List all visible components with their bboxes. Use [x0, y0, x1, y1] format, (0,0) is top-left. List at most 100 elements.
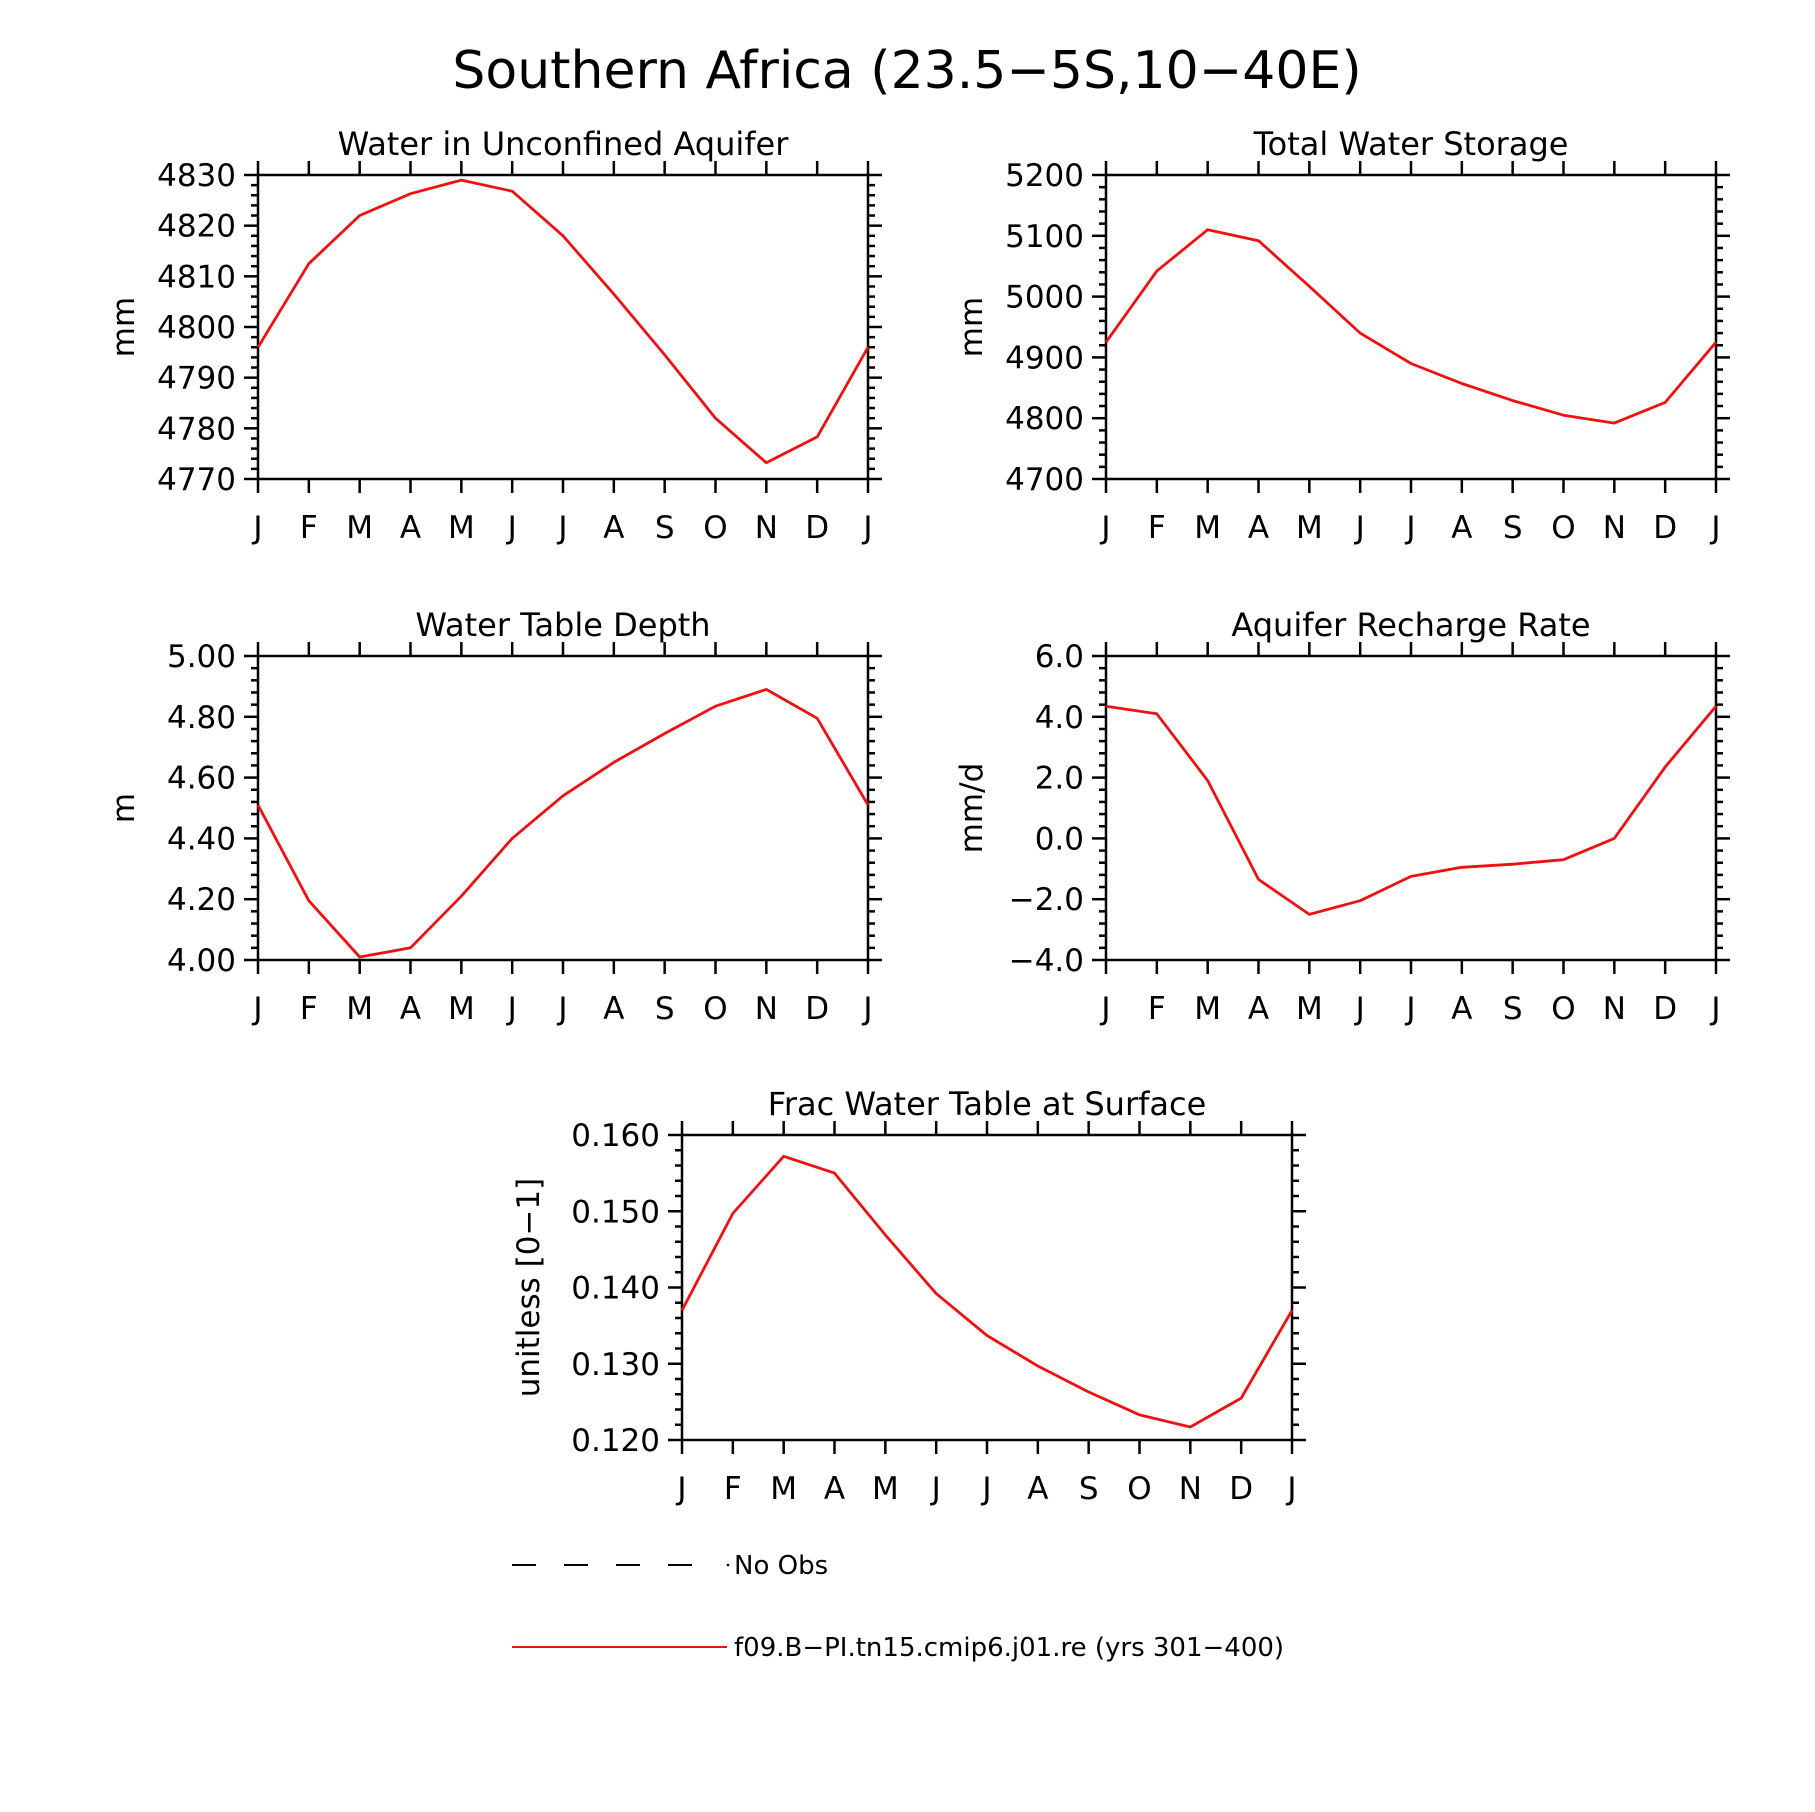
x-tick-label: M	[872, 1471, 899, 1507]
y-tick-label: 0.130	[571, 1347, 660, 1383]
x-tick-label: A	[603, 991, 624, 1027]
legend: No Obs f09.B−PI.tn15.cmip6.j01.re (yrs 30…	[512, 1551, 1284, 1663]
y-tick-label: −4.0	[1009, 943, 1084, 979]
plot-frame	[680, 1133, 1294, 1442]
x-tick-label: J	[1285, 1471, 1296, 1507]
x-tick-label: J	[1354, 510, 1365, 546]
x-tick-label: O	[1551, 991, 1575, 1027]
x-tick-label: J	[1099, 510, 1110, 546]
x-tick-label: A	[1248, 510, 1269, 546]
x-tick-label: N	[755, 991, 778, 1027]
x-tick-label: A	[603, 510, 624, 546]
x-tick-label: O	[703, 510, 727, 546]
x-tick-label: M	[1296, 510, 1323, 546]
x-tick-label: J	[930, 1471, 941, 1507]
y-tick-label: 6.0	[1035, 639, 1084, 675]
series-line	[1104, 228, 1718, 425]
x-tick-label: A	[824, 1471, 845, 1507]
series-line	[680, 1154, 1294, 1429]
y-tick-label: 4.80	[167, 700, 236, 736]
y-tick-label: 5100	[1005, 219, 1084, 255]
legend-label: f09.B−PI.tn15.cmip6.j01.re (yrs 301−400)	[734, 1633, 1284, 1663]
y-tick-label: 4.40	[167, 821, 236, 857]
x-tick-label: J	[556, 510, 567, 546]
panel-title: Water Table Depth	[415, 606, 710, 644]
y-tick-label: 4.00	[167, 943, 236, 979]
series-line	[256, 688, 870, 959]
x-tick-label: M	[346, 510, 373, 546]
x-tick-label: M	[448, 991, 475, 1027]
x-tick-label: J	[506, 991, 517, 1027]
x-tick-label: D	[1229, 1471, 1253, 1507]
y-tick-label: −2.0	[1009, 882, 1084, 918]
x-tick-label: J	[980, 1471, 991, 1507]
x-tick-label: M	[1194, 991, 1221, 1027]
y-tick-label: 0.150	[571, 1194, 660, 1230]
x-tick-label: A	[400, 510, 421, 546]
legend-dot	[726, 1563, 730, 1567]
x-tick-label: O	[1127, 1471, 1151, 1507]
x-tick-label: D	[805, 510, 829, 546]
x-tick-label: J	[675, 1471, 686, 1507]
x-tick-label: F	[1148, 510, 1166, 546]
x-tick-label: J	[861, 991, 872, 1027]
y-tick-label: 4770	[157, 462, 236, 498]
x-tick-label: D	[1653, 991, 1677, 1027]
x-tick-label: S	[1503, 991, 1523, 1027]
y-tick-label: 0.0	[1035, 821, 1084, 857]
y-tick-label: 0.160	[571, 1118, 660, 1154]
y-axis-label: mm/d	[954, 763, 990, 854]
x-tick-label: F	[300, 991, 318, 1027]
x-tick-label: M	[1194, 510, 1221, 546]
panel-title: Frac Water Table at Surface	[768, 1085, 1207, 1123]
plot-frame	[256, 654, 870, 962]
series-line	[256, 178, 870, 465]
panel-title: Water in Unconfined Aquifer	[338, 125, 790, 163]
x-tick-label: J	[861, 510, 872, 546]
y-tick-label: 4.0	[1035, 700, 1084, 736]
y-tick-label: 0.120	[571, 1423, 660, 1459]
x-tick-label: M	[346, 991, 373, 1027]
x-tick-label: A	[1248, 991, 1269, 1027]
x-tick-label: F	[1148, 991, 1166, 1027]
y-tick-label: 0.140	[571, 1271, 660, 1307]
y-tick-label: 4700	[1005, 462, 1084, 498]
x-tick-label: J	[556, 991, 567, 1027]
x-tick-label: S	[655, 991, 675, 1027]
y-tick-label: 5200	[1005, 158, 1084, 194]
x-tick-label: J	[1709, 510, 1720, 546]
x-tick-label: F	[724, 1471, 742, 1507]
x-tick-label: D	[1653, 510, 1677, 546]
y-tick-label: 4810	[157, 259, 236, 295]
x-tick-label: O	[703, 991, 727, 1027]
y-tick-label: 4800	[1005, 401, 1084, 437]
y-axis-label: mm	[954, 297, 990, 357]
y-axis-label: mm	[106, 297, 142, 357]
x-tick-label: D	[805, 991, 829, 1027]
x-tick-label: J	[1404, 510, 1415, 546]
legend-item: f09.B−PI.tn15.cmip6.j01.re (yrs 301−400)	[512, 1633, 1284, 1663]
x-tick-label: N	[1603, 510, 1626, 546]
x-tick-label: S	[655, 510, 675, 546]
legend-label: No Obs	[734, 1551, 828, 1581]
y-axis-label: m	[106, 793, 142, 823]
x-tick-label: S	[1503, 510, 1523, 546]
x-tick-label: M	[1296, 991, 1323, 1027]
x-tick-label: J	[1099, 991, 1110, 1027]
y-tick-label: 2.0	[1035, 761, 1084, 797]
x-tick-label: N	[1603, 991, 1626, 1027]
y-tick-label: 4800	[157, 310, 236, 346]
x-tick-label: M	[770, 1471, 797, 1507]
legend-item: No Obs	[512, 1551, 828, 1581]
y-tick-label: 4790	[157, 361, 236, 397]
x-tick-label: J	[1354, 991, 1365, 1027]
plot-frame	[1104, 654, 1718, 962]
x-tick-label: N	[1179, 1471, 1202, 1507]
plot-frame	[256, 173, 870, 481]
y-tick-label: 5000	[1005, 280, 1084, 316]
